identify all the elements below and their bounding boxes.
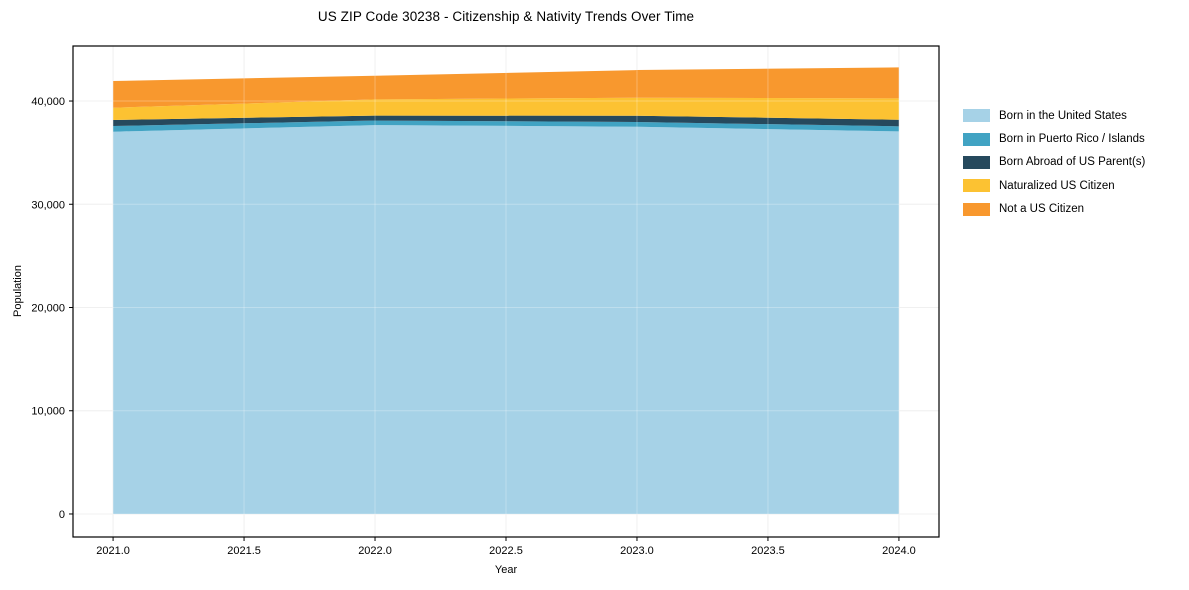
legend-swatch: [963, 179, 990, 193]
area-naturalized-us-citizen: [113, 97, 899, 121]
x-tick-label: 2021.0: [96, 545, 130, 557]
y-tick-label: 10,000: [31, 406, 65, 418]
legend-label: Born in the United States: [999, 109, 1127, 122]
x-tick-label: 2022.5: [489, 545, 523, 557]
y-tick-label: 30,000: [31, 199, 65, 211]
chart-title: US ZIP Code 30238 - Citizenship & Nativi…: [317, 9, 695, 24]
legend-label: Not a US Citizen: [999, 203, 1085, 216]
legend-item: Born in Puerto Rico / Islands: [963, 127, 1145, 150]
y-tick-label: 0: [59, 509, 65, 521]
x-axis-label: Year: [494, 564, 518, 576]
area-born-in-the-united-states: [113, 125, 899, 514]
legend-item: Naturalized US Citizen: [963, 174, 1145, 197]
area-born-abroad-of-us-parent-s-: [113, 115, 899, 127]
legend-item: Not a US Citizen: [963, 198, 1145, 221]
legend-label: Born Abroad of US Parent(s): [999, 156, 1146, 169]
legend-label: Naturalized US Citizen: [999, 179, 1115, 192]
area-not-a-us-citizen: [113, 67, 899, 108]
legend-item: Born in the United States: [963, 104, 1145, 127]
legend: Born in the United States Born in Puerto …: [963, 104, 1145, 221]
legend-swatch: [963, 202, 990, 216]
x-tick-label: 2023.0: [620, 545, 654, 557]
legend-swatch: [963, 109, 990, 123]
x-tick-label: 2023.5: [751, 545, 785, 557]
legend-swatch: [963, 132, 990, 146]
legend-item: Born Abroad of US Parent(s): [963, 151, 1145, 174]
x-tick-label: 2022.0: [358, 545, 392, 557]
y-axis-label: Population: [12, 265, 24, 317]
x-tick-label: 2021.5: [227, 545, 261, 557]
legend-swatch: [963, 155, 990, 169]
x-tick-label: 2024.0: [882, 545, 916, 557]
legend-label: Born in Puerto Rico / Islands: [999, 133, 1145, 146]
area-born-in-puerto-rico-islands: [113, 120, 899, 132]
y-tick-label: 40,000: [31, 96, 65, 108]
y-tick-label: 20,000: [31, 303, 65, 315]
